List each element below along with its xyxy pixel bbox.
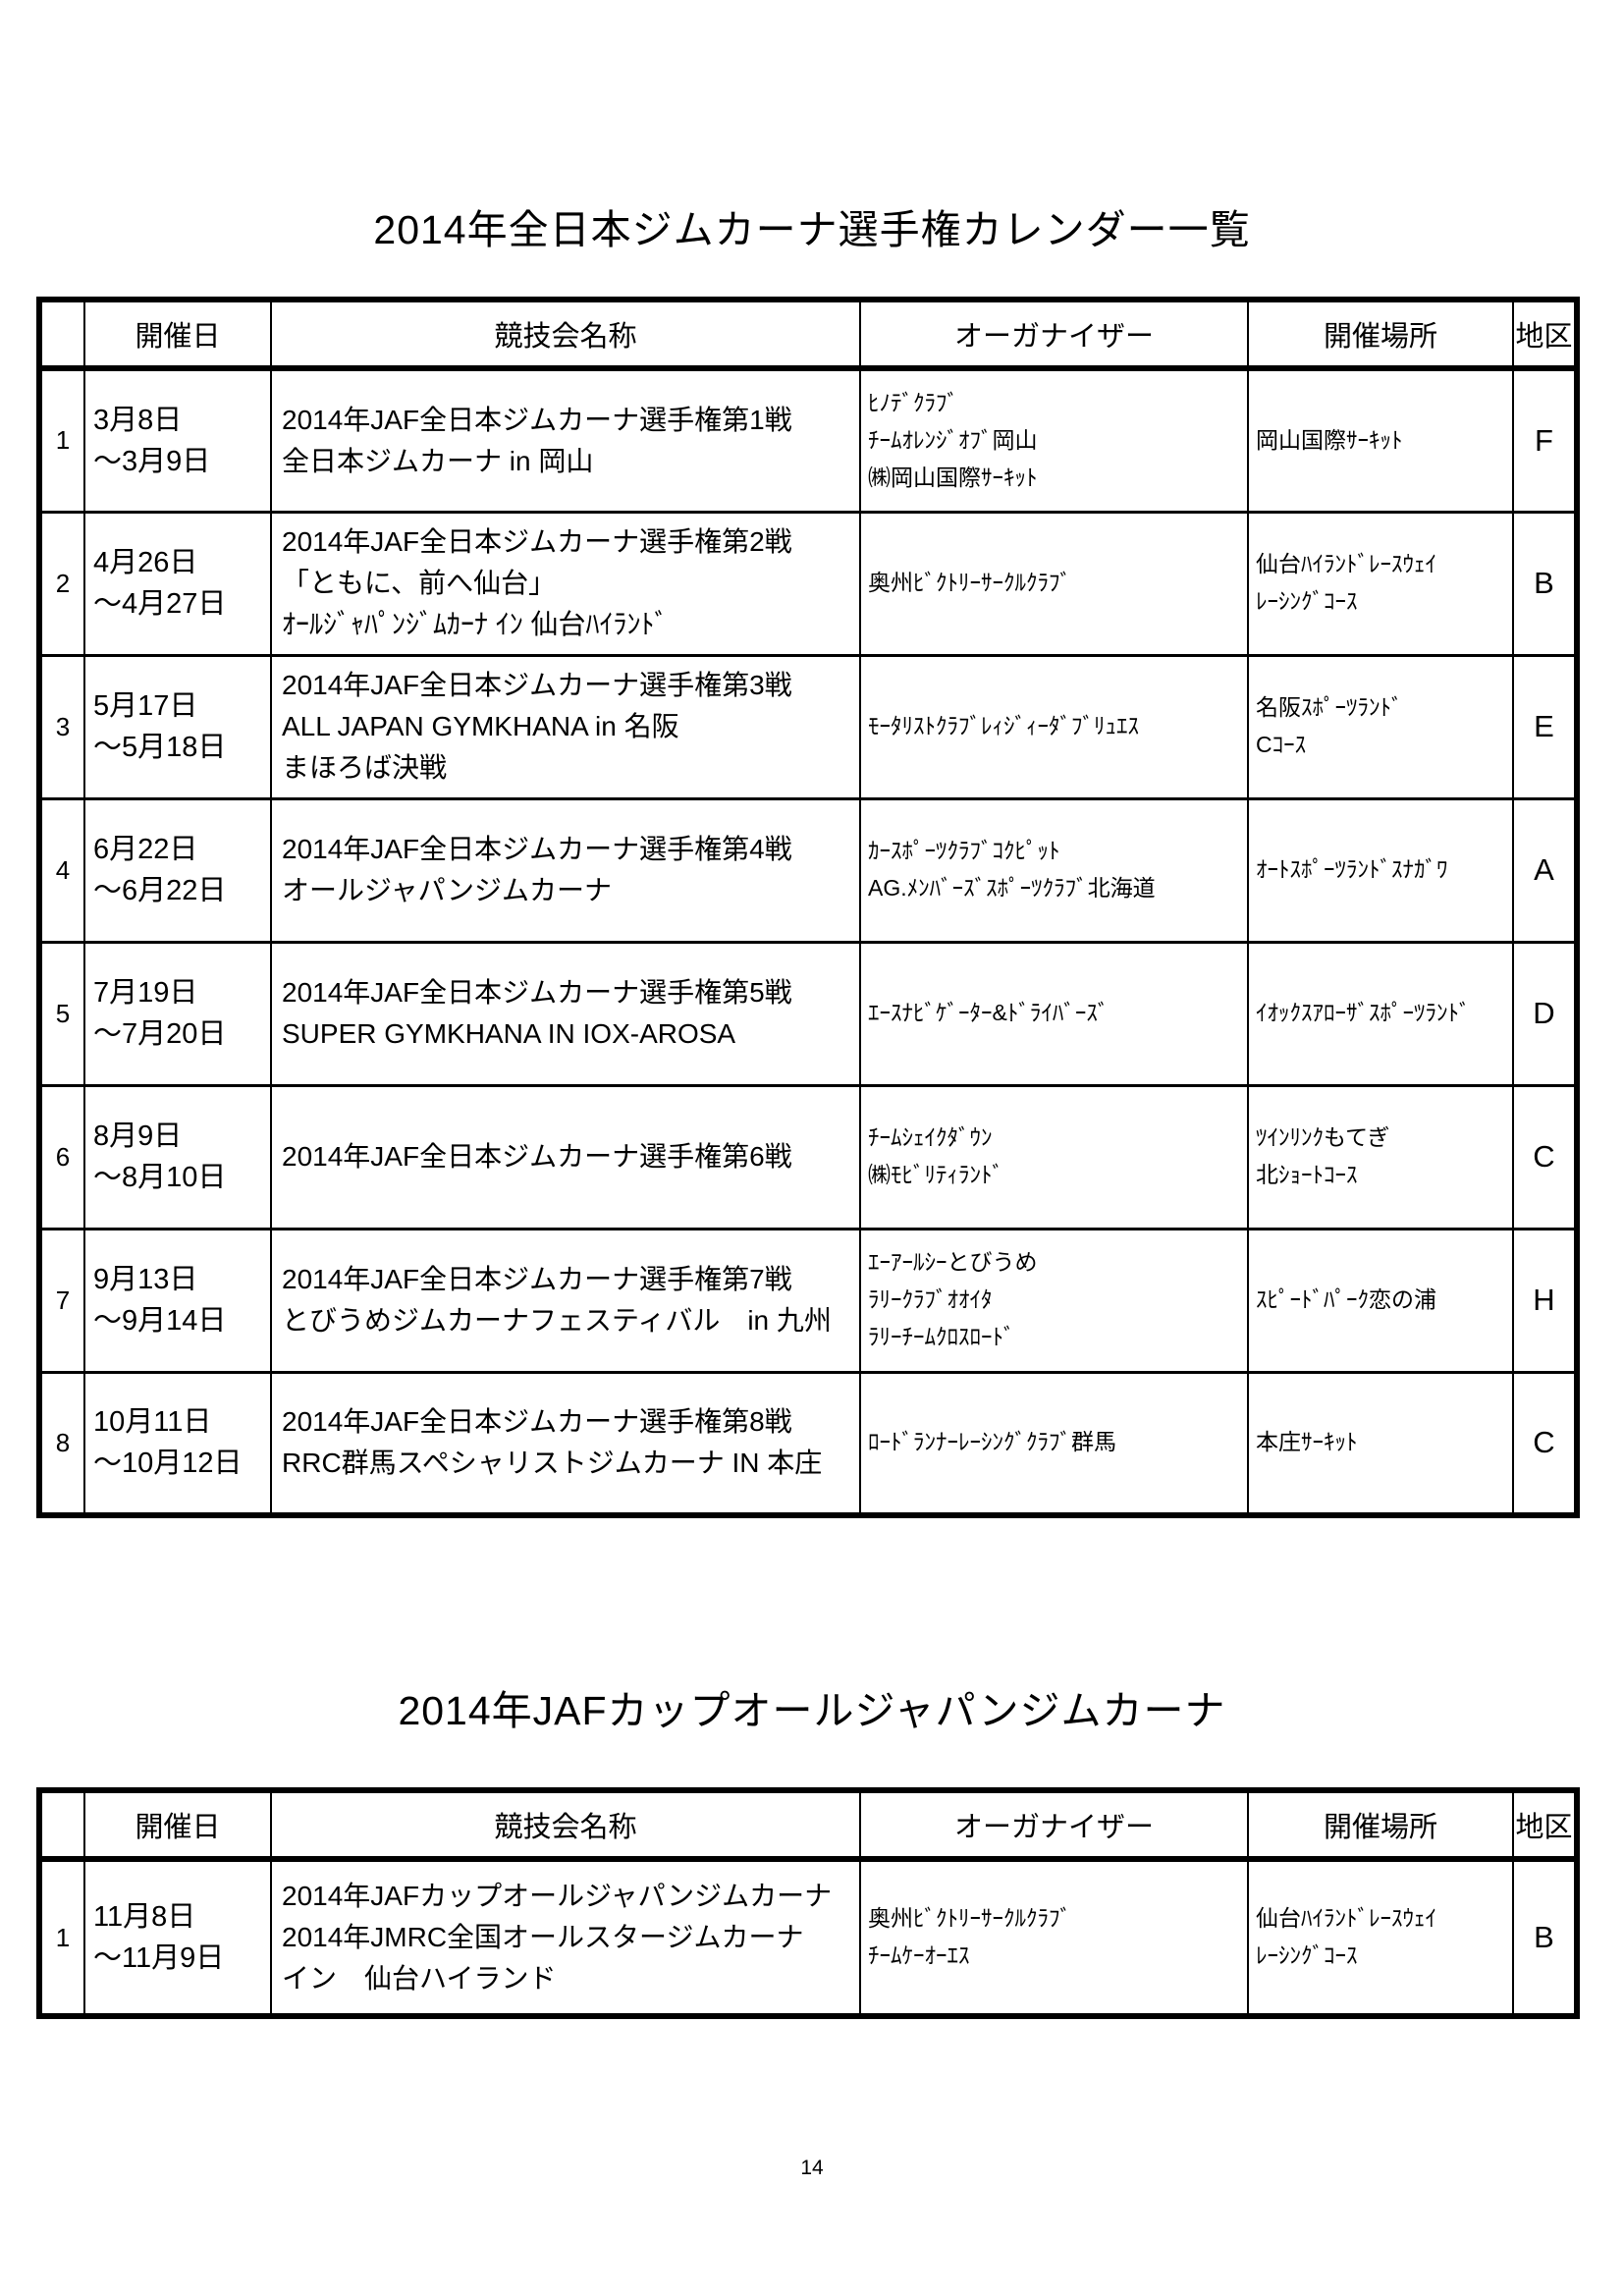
cell-event-name: 2014年JAFカップオールジャパンジムカーナ 2014年JMRC全国オールスタ…	[270, 1857, 861, 2017]
cell-venue: 名阪ｽﾎﾟｰﾂﾗﾝﾄﾞ Cｺｰｽ	[1247, 653, 1514, 799]
header-organizer: オーガナイザー	[859, 299, 1249, 371]
cell-district: F	[1512, 366, 1578, 513]
cell-date: 5月17日 ～5月18日	[83, 653, 272, 799]
cell-row-number: 7	[38, 1227, 85, 1373]
cell-district: A	[1512, 796, 1578, 943]
cell-venue: ｵｰﾄｽﾎﾟｰﾂﾗﾝﾄﾞｽﾅｶﾞﾜ	[1247, 796, 1514, 943]
header-district: 地区	[1512, 299, 1578, 371]
header-row-number	[38, 299, 85, 371]
cell-venue: ｲｵｯｸｽｱﾛｰｻﾞｽﾎﾟｰﾂﾗﾝﾄﾞ	[1247, 940, 1514, 1086]
cell-event-name: 2014年JAF全日本ジムカーナ選手権第6戦	[270, 1083, 861, 1230]
championship-calendar-table: 開催日 競技会名称 オーガナイザー 開催場所 地区 1 3月8日 ～3月9日 2…	[36, 297, 1580, 1518]
cell-organizer: ｴｰｱｰﾙｼｰとびうめ ﾗﾘｰｸﾗﾌﾞｵｵｲﾀ ﾗﾘｰﾁｰﾑｸﾛｽﾛｰﾄﾞ	[859, 1227, 1249, 1373]
cell-date: 6月22日 ～6月22日	[83, 796, 272, 943]
table-row: 5 7月19日 ～7月20日 2014年JAF全日本ジムカーナ選手権第5戦 SU…	[38, 940, 1578, 1086]
cell-district: C	[1512, 1370, 1578, 1516]
header-venue: 開催場所	[1247, 299, 1514, 371]
cell-date: 8月9日 ～8月10日	[83, 1083, 272, 1230]
table-row: 1 3月8日 ～3月9日 2014年JAF全日本ジムカーナ選手権第1戦 全日本ジ…	[38, 366, 1578, 513]
header-date: 開催日	[83, 299, 272, 371]
cell-venue: 仙台ﾊｲﾗﾝﾄﾞﾚｰｽｳｪｲ ﾚｰｼﾝｸﾞｺｰｽ	[1247, 1857, 1514, 2017]
cell-date: 10月11日 ～10月12日	[83, 1370, 272, 1516]
cell-district: H	[1512, 1227, 1578, 1373]
cell-organizer: ｴｰｽﾅﾋﾞｹﾞｰﾀｰ&ﾄﾞﾗｲﾊﾞｰｽﾞ	[859, 940, 1249, 1086]
cell-organizer: ﾛｰﾄﾞﾗﾝﾅｰﾚｰｼﾝｸﾞｸﾗﾌﾞ群馬	[859, 1370, 1249, 1516]
table-row: 1 11月8日 ～11月9日 2014年JAFカップオールジャパンジムカーナ 2…	[38, 1857, 1578, 2017]
cell-district: B	[1512, 510, 1578, 656]
main-title: 2014年全日本ジムカーナ選手権カレンダー一覧	[373, 207, 1251, 252]
jaf-cup-title: 2014年JAFカップオールジャパンジムカーナ	[398, 1688, 1226, 1733]
table-header-row: 開催日 競技会名称 オーガナイザー 開催場所 地区	[38, 1789, 1578, 1862]
cell-district: D	[1512, 940, 1578, 1086]
header-district: 地区	[1512, 1789, 1578, 1862]
cell-row-number: 3	[38, 653, 85, 799]
cell-row-number: 4	[38, 796, 85, 943]
cell-date: 3月8日 ～3月9日	[83, 366, 272, 513]
table-row: 4 6月22日 ～6月22日 2014年JAF全日本ジムカーナ選手権第4戦 オー…	[38, 796, 1578, 943]
header-event-name: 競技会名称	[270, 1789, 861, 1862]
table-row: 2 4月26日 ～4月27日 2014年JAF全日本ジムカーナ選手権第2戦 「と…	[38, 510, 1578, 656]
cell-venue: 岡山国際ｻｰｷｯﾄ	[1247, 366, 1514, 513]
cell-event-name: 2014年JAF全日本ジムカーナ選手権第3戦 ALL JAPAN GYMKHAN…	[270, 653, 861, 799]
cell-district: E	[1512, 653, 1578, 799]
cell-date: 11月8日 ～11月9日	[83, 1857, 272, 2017]
cell-district: B	[1512, 1857, 1578, 2017]
header-venue: 開催場所	[1247, 1789, 1514, 1862]
cell-organizer: 奥州ﾋﾞｸﾄﾘｰｻｰｸﾙｸﾗﾌﾞ	[859, 510, 1249, 656]
cell-organizer: ﾓｰﾀﾘｽﾄｸﾗﾌﾞﾚｨｼﾞｨｰﾀﾞﾌﾞﾘｭｴｽ	[859, 653, 1249, 799]
table-row: 3 5月17日 ～5月18日 2014年JAF全日本ジムカーナ選手権第3戦 AL…	[38, 653, 1578, 799]
table-header-row: 開催日 競技会名称 オーガナイザー 開催場所 地区	[38, 299, 1578, 371]
cell-event-name: 2014年JAF全日本ジムカーナ選手権第4戦 オールジャパンジムカーナ	[270, 796, 861, 943]
cell-date: 7月19日 ～7月20日	[83, 940, 272, 1086]
cell-row-number: 8	[38, 1370, 85, 1516]
jaf-cup-table: 開催日 競技会名称 オーガナイザー 開催場所 地区 1 11月8日 ～11月9日…	[36, 1787, 1580, 2019]
cell-organizer: 奥州ﾋﾞｸﾄﾘｰｻｰｸﾙｸﾗﾌﾞ ﾁｰﾑｹｰｵｰｴｽ	[859, 1857, 1249, 2017]
cell-row-number: 1	[38, 366, 85, 513]
cell-organizer: ｶｰｽﾎﾟｰﾂｸﾗﾌﾞｺｸﾋﾟｯﾄ AG.ﾒﾝﾊﾞｰｽﾞｽﾎﾟｰﾂｸﾗﾌﾞ北海道	[859, 796, 1249, 943]
header-row-number	[38, 1789, 85, 1862]
header-date: 開催日	[83, 1789, 272, 1862]
cell-venue: 本庄ｻｰｷｯﾄ	[1247, 1370, 1514, 1516]
page-number: 14	[800, 2157, 824, 2179]
cell-venue: 仙台ﾊｲﾗﾝﾄﾞﾚｰｽｳｪｲ ﾚｰｼﾝｸﾞｺｰｽ	[1247, 510, 1514, 656]
cell-organizer: ﾁｰﾑｼｪｲｸﾀﾞｳﾝ ㈱ﾓﾋﾞﾘﾃｨﾗﾝﾄﾞ	[859, 1083, 1249, 1230]
header-event-name: 競技会名称	[270, 299, 861, 371]
table-row: 7 9月13日 ～9月14日 2014年JAF全日本ジムカーナ選手権第7戦 とび…	[38, 1227, 1578, 1373]
header-organizer: オーガナイザー	[859, 1789, 1249, 1862]
cell-venue: ﾂｲﾝﾘﾝｸもてぎ 北ｼｮｰﾄｺｰｽ	[1247, 1083, 1514, 1230]
table-row: 8 10月11日 ～10月12日 2014年JAF全日本ジムカーナ選手権第8戦 …	[38, 1370, 1578, 1516]
cell-event-name: 2014年JAF全日本ジムカーナ選手権第1戦 全日本ジムカーナ in 岡山	[270, 366, 861, 513]
cell-venue: ｽﾋﾟｰﾄﾞﾊﾟｰｸ恋の浦	[1247, 1227, 1514, 1373]
cell-date: 9月13日 ～9月14日	[83, 1227, 272, 1373]
cell-organizer: ﾋﾉﾃﾞｸﾗﾌﾞ ﾁｰﾑｵﾚﾝｼﾞｵﾌﾞ岡山 ㈱岡山国際ｻｰｷｯﾄ	[859, 366, 1249, 513]
cell-row-number: 1	[38, 1857, 85, 2017]
cell-date: 4月26日 ～4月27日	[83, 510, 272, 656]
cell-row-number: 2	[38, 510, 85, 656]
cell-event-name: 2014年JAF全日本ジムカーナ選手権第2戦 「ともに、前へ仙台」 ｵｰﾙｼﾞｬ…	[270, 510, 861, 656]
cell-event-name: 2014年JAF全日本ジムカーナ選手権第7戦 とびうめジムカーナフェスティバル …	[270, 1227, 861, 1373]
table-row: 6 8月9日 ～8月10日 2014年JAF全日本ジムカーナ選手権第6戦 ﾁｰﾑ…	[38, 1083, 1578, 1230]
cell-district: C	[1512, 1083, 1578, 1230]
cell-row-number: 5	[38, 940, 85, 1086]
cell-event-name: 2014年JAF全日本ジムカーナ選手権第5戦 SUPER GYMKHANA IN…	[270, 940, 861, 1086]
cell-event-name: 2014年JAF全日本ジムカーナ選手権第8戦 RRC群馬スペシャリストジムカーナ…	[270, 1370, 861, 1516]
cell-row-number: 6	[38, 1083, 85, 1230]
